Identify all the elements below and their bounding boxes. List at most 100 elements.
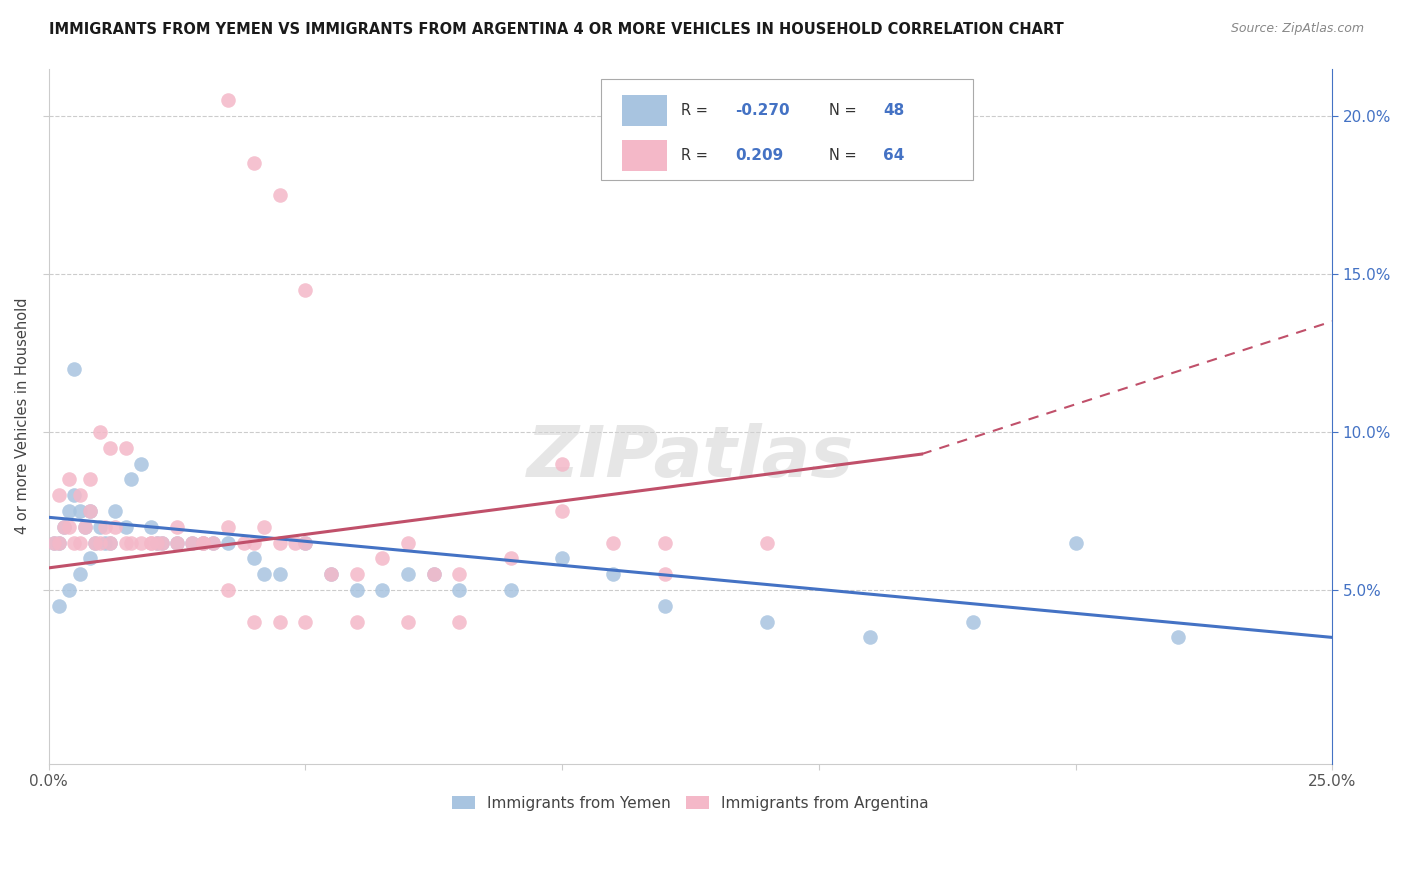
Point bbox=[58, 520, 80, 534]
Point bbox=[371, 582, 394, 597]
Point bbox=[89, 425, 111, 439]
Point bbox=[79, 551, 101, 566]
Point bbox=[79, 504, 101, 518]
Point bbox=[243, 535, 266, 549]
Point bbox=[1064, 535, 1087, 549]
Bar bbox=[623, 95, 668, 127]
Point bbox=[654, 567, 676, 582]
Point bbox=[129, 535, 152, 549]
Point bbox=[294, 535, 316, 549]
Point bbox=[69, 535, 91, 549]
Point bbox=[217, 582, 239, 597]
Point bbox=[150, 535, 173, 549]
Point bbox=[63, 361, 86, 376]
Text: 48: 48 bbox=[883, 103, 904, 118]
Point bbox=[243, 156, 266, 170]
Point bbox=[48, 488, 70, 502]
Point bbox=[58, 472, 80, 486]
Point bbox=[217, 535, 239, 549]
Point bbox=[63, 488, 86, 502]
Point bbox=[423, 567, 446, 582]
Point bbox=[69, 488, 91, 502]
Point bbox=[141, 535, 163, 549]
Point bbox=[371, 551, 394, 566]
Point bbox=[53, 520, 76, 534]
Point bbox=[756, 535, 779, 549]
Point bbox=[232, 535, 254, 549]
Point bbox=[253, 520, 276, 534]
Point bbox=[202, 535, 225, 549]
Point bbox=[217, 93, 239, 107]
Point bbox=[181, 535, 204, 549]
Point bbox=[145, 535, 167, 549]
Point bbox=[253, 567, 276, 582]
Text: N =: N = bbox=[830, 148, 862, 163]
Point bbox=[294, 535, 316, 549]
FancyBboxPatch shape bbox=[600, 79, 973, 180]
Legend: Immigrants from Yemen, Immigrants from Argentina: Immigrants from Yemen, Immigrants from A… bbox=[447, 791, 934, 815]
Point bbox=[551, 551, 574, 566]
Point bbox=[129, 457, 152, 471]
Point bbox=[962, 615, 984, 629]
Point bbox=[120, 472, 142, 486]
Point bbox=[243, 551, 266, 566]
Point bbox=[319, 567, 342, 582]
Point bbox=[94, 520, 117, 534]
Point bbox=[73, 520, 96, 534]
Point bbox=[58, 582, 80, 597]
Point bbox=[104, 504, 127, 518]
Point bbox=[48, 535, 70, 549]
Point bbox=[120, 535, 142, 549]
Point bbox=[269, 615, 291, 629]
Text: R =: R = bbox=[682, 148, 713, 163]
Point bbox=[114, 441, 136, 455]
Point bbox=[98, 535, 121, 549]
Point bbox=[94, 535, 117, 549]
Point bbox=[114, 520, 136, 534]
Point bbox=[217, 520, 239, 534]
Point bbox=[499, 582, 522, 597]
Text: 64: 64 bbox=[883, 148, 904, 163]
Point bbox=[141, 520, 163, 534]
Point bbox=[150, 535, 173, 549]
Point bbox=[499, 551, 522, 566]
Point bbox=[346, 567, 368, 582]
Point bbox=[53, 520, 76, 534]
Point bbox=[449, 582, 471, 597]
Point bbox=[284, 535, 307, 549]
Point bbox=[346, 615, 368, 629]
Point bbox=[243, 615, 266, 629]
Y-axis label: 4 or more Vehicles in Household: 4 or more Vehicles in Household bbox=[15, 298, 30, 534]
Point bbox=[42, 535, 65, 549]
Point bbox=[449, 567, 471, 582]
Point bbox=[181, 535, 204, 549]
Text: 0.209: 0.209 bbox=[735, 148, 783, 163]
Point bbox=[69, 567, 91, 582]
Point bbox=[73, 520, 96, 534]
Point bbox=[42, 535, 65, 549]
Point bbox=[84, 535, 107, 549]
Point bbox=[166, 535, 188, 549]
Text: R =: R = bbox=[682, 103, 713, 118]
Point bbox=[98, 535, 121, 549]
Point bbox=[1167, 631, 1189, 645]
Point bbox=[551, 457, 574, 471]
Point bbox=[79, 472, 101, 486]
Point bbox=[756, 615, 779, 629]
Point bbox=[449, 615, 471, 629]
Point bbox=[294, 283, 316, 297]
Point bbox=[423, 567, 446, 582]
Point bbox=[114, 535, 136, 549]
Point bbox=[396, 615, 419, 629]
Point bbox=[191, 535, 214, 549]
Point bbox=[551, 504, 574, 518]
Point bbox=[166, 520, 188, 534]
Point bbox=[48, 535, 70, 549]
Point bbox=[166, 535, 188, 549]
Point bbox=[84, 535, 107, 549]
Point bbox=[89, 520, 111, 534]
Point bbox=[145, 535, 167, 549]
Point bbox=[191, 535, 214, 549]
Point bbox=[602, 535, 624, 549]
Point bbox=[319, 567, 342, 582]
